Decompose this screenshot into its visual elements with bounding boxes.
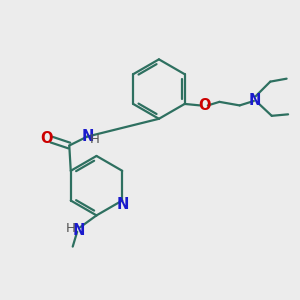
Text: H: H xyxy=(90,133,100,146)
Text: H: H xyxy=(65,222,75,235)
Text: N: N xyxy=(117,197,129,212)
Text: O: O xyxy=(198,98,211,113)
Text: N: N xyxy=(249,93,261,108)
Text: N: N xyxy=(82,129,94,144)
Text: O: O xyxy=(40,131,52,146)
Text: N: N xyxy=(73,223,85,238)
